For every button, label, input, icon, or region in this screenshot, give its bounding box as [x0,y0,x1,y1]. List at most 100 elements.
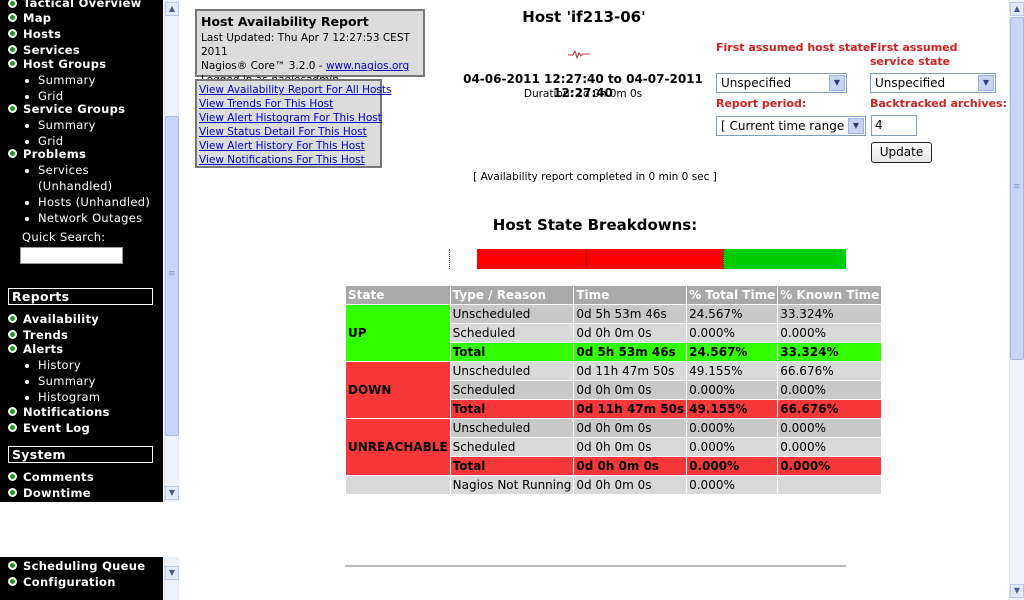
sub-dot-icon [25,201,29,205]
backtracked-label: Backtracked archives: [870,97,1008,110]
table-cell: 0.000% [778,457,882,475]
scroll-down-icon[interactable]: ▼ [165,486,179,500]
table-cell: 0d 11h 47m 50s [574,400,687,418]
table-cell: 0.000% [687,457,778,475]
link-availability-all-hosts[interactable]: View Availability Report For All Hosts [199,84,392,96]
blank-area [0,502,180,557]
table-cell: 0.000% [687,419,778,437]
state-bar-start-marker [449,249,450,269]
trend-graph-icon [568,49,590,60]
report-period-select[interactable]: [ Current time range ] ▼ [716,116,866,136]
state-bar-segment-down [477,249,587,269]
link-trends[interactable]: View Trends For This Host [199,98,334,110]
link-notifications[interactable]: View Notifications For This Host [199,154,365,166]
table-cell: 49.155% [687,362,778,380]
table-row: Scheduled 0d 0h 0m 0s 0.000% 0.000% [346,438,882,456]
service-state-select[interactable]: Unspecified ▼ [870,73,996,93]
host-state-select[interactable]: Unspecified ▼ [716,73,847,93]
link-alert-history[interactable]: View Alert History For This Host [199,140,365,152]
main-scrollbar[interactable]: ▲ ▼ [1009,0,1024,600]
table-cell: 0.000% [778,419,882,437]
state-cell-unreachable: UNREACHABLE [346,419,450,475]
table-row: DOWN Unscheduled 0d 11h 47m 50s 49.155% … [346,362,882,418]
table-cell: 0.000% [778,324,882,342]
table-cell: 66.676% [778,362,882,380]
table-cell [346,476,450,494]
sidebar-scrollbar[interactable]: ▲ ▼ [164,0,179,502]
sub-dot-icon [25,95,29,99]
table-cell: 0d 11h 47m 50s [574,362,687,380]
scroll-up-icon[interactable]: ▲ [165,2,179,16]
report-info-box: Host Availability Report Last Updated: T… [195,9,425,86]
table-row: Scheduled 0d 0h 0m 0s 0.000% 0.000% [346,324,882,342]
sub-dot-icon [25,217,29,221]
sub-dot-icon [25,140,29,144]
breakdowns-title: Host State Breakdowns: [492,216,698,234]
table-cell: 0d 0h 0m 0s [574,457,687,475]
table-row: UP Unscheduled 0d 5h 53m 46s 24.567% 33.… [346,305,882,361]
report-links-box: View Availability Report For All Hosts V… [195,79,392,168]
date-range: 04-06-2011 12:27:40 to 04-07-2011 12:27:… [452,72,714,100]
sub-dot-icon [25,364,29,368]
table-cell: 66.676% [778,400,882,418]
table-row: Nagios Not Running 0d 0h 0m 0s 0.000% [346,476,882,494]
chevron-down-icon[interactable]: ▼ [829,75,845,91]
status-bullet-icon [8,45,17,54]
report-complete-status: [ Availability report completed in 0 min… [473,171,717,183]
sidebar-scrollbar-lower[interactable]: ▼ [164,557,179,600]
column-header-type-reason: Type / Reason [450,286,574,304]
report-title: Host Availability Report [201,14,369,29]
status-bullet-icon [8,407,17,416]
table-cell: 24.567% [687,305,778,323]
table-cell: 0d 0h 0m 0s [574,438,687,456]
service-state-value: Unspecified [875,76,946,90]
table-cell: Total [450,343,574,361]
scroll-down-icon[interactable]: ▼ [1010,584,1024,598]
table-cell: 0.000% [687,324,778,342]
quick-search-input[interactable] [20,247,123,264]
scroll-up-icon[interactable]: ▲ [1010,2,1024,16]
sub-dot-icon [25,79,29,83]
backtracked-archives-input[interactable]: 4 [871,115,917,136]
main-scroll-thumb[interactable] [1010,17,1024,360]
table-cell: Scheduled [450,438,574,456]
report-period-value: [ Current time range ] [721,119,853,133]
nagios-link[interactable]: www.nagios.org [325,60,410,72]
nagios-version: Nagios® Core™ 3.2.0 - www.nagios.org [201,59,419,73]
chevron-down-icon[interactable]: ▼ [978,75,994,91]
state-cell-down: DOWN [346,362,450,418]
host-state-value: Unspecified [721,76,792,90]
status-bullet-icon [8,344,17,353]
table-cell: 0.000% [687,438,778,456]
sub-dot-icon [25,124,29,128]
status-bullet-icon [8,13,17,22]
link-status-detail[interactable]: View Status Detail For This Host [199,126,367,138]
status-bullet-icon [8,104,17,113]
table-row: UNREACHABLE Unscheduled 0d 0h 0m 0s 0.00… [346,419,882,475]
range-start: 04-06-2011 12:27:40 [463,72,604,86]
report-period-label: Report period: [716,97,807,110]
table-cell: Unscheduled [450,305,574,323]
table-cell: 33.324% [778,343,882,361]
update-button[interactable]: Update [871,142,932,163]
status-bullet-icon [8,472,17,481]
link-alert-histogram[interactable]: View Alert Histogram For This Host [199,112,382,124]
reports-header: Reports [8,288,153,305]
table-cell: Scheduled [450,381,574,399]
column-header-known-time: % Known Time [778,286,882,304]
scroll-down-icon[interactable]: ▼ [165,566,179,580]
status-bullet-icon [8,423,17,432]
sub-dot-icon [25,396,29,400]
table-row-total: Total 0d 0h 0m 0s 0.000% 0.000% [346,457,882,475]
table-cell: 0.000% [687,381,778,399]
state-cell-up: UP [346,305,450,361]
status-bullet-icon [8,59,17,68]
system-header: System [8,446,153,463]
table-cell: 33.324% [778,305,882,323]
sidebar-scroll-thumb[interactable] [165,116,179,436]
status-bullet-icon [8,330,17,339]
chevron-down-icon[interactable]: ▼ [848,118,864,134]
table-cell: Total [450,400,574,418]
table-cell: 0.000% [778,438,882,456]
table-cell: Scheduled [450,324,574,342]
